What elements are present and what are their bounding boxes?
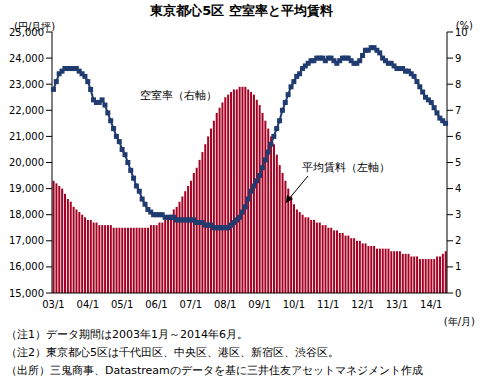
svg-text:20,000: 20,000 bbox=[9, 157, 44, 168]
svg-text:09/1: 09/1 bbox=[248, 299, 270, 310]
svg-text:19,000: 19,000 bbox=[9, 183, 44, 194]
svg-text:8: 8 bbox=[455, 79, 461, 90]
svg-text:07/1: 07/1 bbox=[180, 299, 202, 310]
svg-text:21,000: 21,000 bbox=[9, 131, 44, 142]
svg-text:6: 6 bbox=[455, 131, 461, 142]
svg-text:06/1: 06/1 bbox=[145, 299, 167, 310]
svg-text:17,000: 17,000 bbox=[9, 235, 44, 246]
svg-text:15,000: 15,000 bbox=[9, 288, 44, 299]
svg-text:9: 9 bbox=[455, 53, 461, 64]
svg-text:10/1: 10/1 bbox=[283, 299, 305, 310]
svg-text:08/1: 08/1 bbox=[214, 299, 236, 310]
svg-text:22,000: 22,000 bbox=[9, 105, 44, 116]
svg-text:0: 0 bbox=[455, 288, 461, 299]
svg-text:7: 7 bbox=[455, 105, 461, 116]
svg-text:16,000: 16,000 bbox=[9, 261, 44, 272]
svg-text:11/1: 11/1 bbox=[317, 299, 339, 310]
svg-text:13/1: 13/1 bbox=[386, 299, 408, 310]
svg-text:4: 4 bbox=[455, 183, 461, 194]
svg-text:05/1: 05/1 bbox=[111, 299, 133, 310]
svg-text:1: 1 bbox=[455, 261, 461, 272]
svg-text:10: 10 bbox=[455, 27, 468, 38]
svg-text:2: 2 bbox=[455, 235, 461, 246]
svg-text:12/1: 12/1 bbox=[351, 299, 373, 310]
svg-text:04/1: 04/1 bbox=[77, 299, 99, 310]
svg-text:03/1: 03/1 bbox=[42, 299, 64, 310]
svg-text:23,000: 23,000 bbox=[9, 79, 44, 90]
svg-text:18,000: 18,000 bbox=[9, 209, 44, 220]
svg-text:5: 5 bbox=[455, 157, 461, 168]
svg-text:14/1: 14/1 bbox=[420, 299, 442, 310]
svg-text:25,000: 25,000 bbox=[9, 27, 44, 38]
svg-text:3: 3 bbox=[455, 209, 461, 220]
svg-text:24,000: 24,000 bbox=[9, 53, 44, 64]
